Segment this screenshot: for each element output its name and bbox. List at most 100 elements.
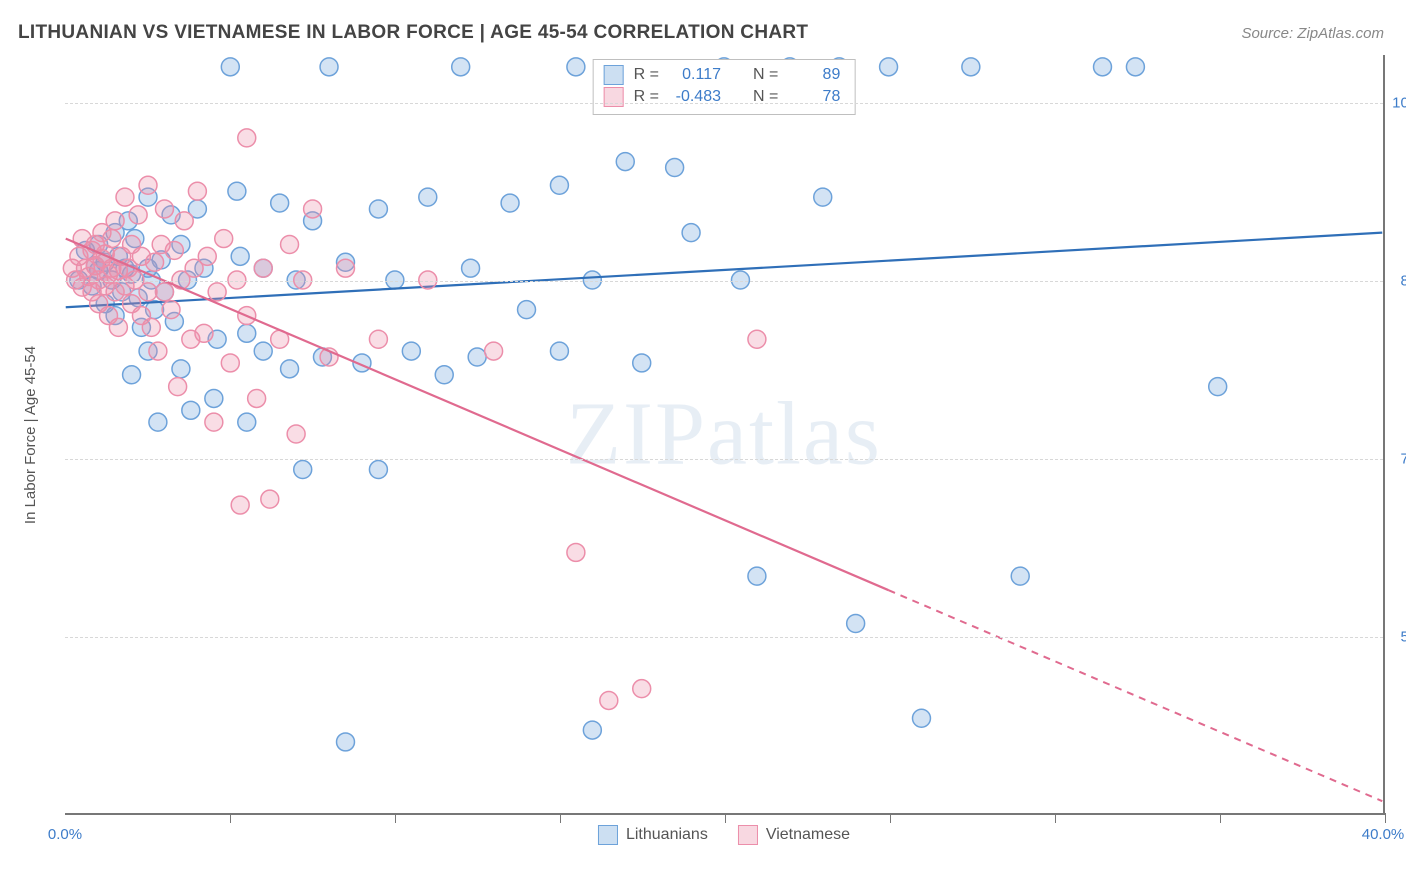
chart-svg [65,55,1383,813]
legend-swatch-0 [604,65,624,85]
plot-area: ZIPatlas R = 0.117 N = 89 R = -0.483 N =… [65,55,1385,815]
data-point [215,230,233,248]
series-legend-item: Vietnamese [738,825,850,845]
x-axis-tick [1385,813,1386,823]
data-point [116,188,134,206]
data-point [435,366,453,384]
data-point [550,176,568,194]
data-point [146,253,164,271]
series-legend-item: Lithuanians [598,825,708,845]
data-point [149,413,167,431]
data-point [281,236,299,254]
data-point [1209,378,1227,396]
data-point [369,461,387,479]
x-axis-label-max: 40.0% [1362,826,1405,843]
data-point [1011,567,1029,585]
chart-title: LITHUANIAN VS VIETNAMESE IN LABOR FORCE … [18,22,808,44]
data-point [304,200,322,218]
data-point [600,692,618,710]
data-point [468,348,486,366]
data-point [518,301,536,319]
y-axis-title: In Labor Force | Age 45-54 [22,346,39,524]
legend-n-1: 78 [788,86,840,108]
data-point [254,342,272,360]
data-point [567,58,585,76]
data-point [814,188,832,206]
data-point [165,241,183,259]
data-point [369,330,387,348]
trend-line-extrapolated [889,590,1383,801]
data-point [156,200,174,218]
data-point [188,182,206,200]
legend-r-label: R = [634,86,659,108]
legend-n-label: N = [753,64,778,86]
data-point [419,188,437,206]
x-axis-tick [560,813,561,823]
data-point [666,159,684,177]
data-point [221,354,239,372]
data-point [287,425,305,443]
data-point [682,224,700,242]
data-point [913,709,931,727]
data-point [567,543,585,561]
data-point [271,194,289,212]
data-point [1126,58,1144,76]
data-point [369,200,387,218]
data-point [182,401,200,419]
data-point [205,413,223,431]
data-point [402,342,420,360]
x-axis-label-min: 0.0% [48,826,82,843]
data-point [550,342,568,360]
y-axis-tick-label: 55.0% [1400,628,1406,645]
data-point [172,360,190,378]
data-point [129,206,147,224]
y-axis-title-wrap: In Labor Force | Age 45-54 [22,257,39,435]
data-point [109,318,127,336]
correlation-legend: R = 0.117 N = 89 R = -0.483 N = 78 [593,59,856,115]
data-point [633,680,651,698]
data-point [195,324,213,342]
x-axis-tick [890,813,891,823]
y-axis-tick-label: 85.0% [1400,272,1406,289]
data-point [281,360,299,378]
legend-r-0: 0.117 [669,64,721,86]
data-point [103,230,121,248]
data-point [261,490,279,508]
data-point [254,259,272,277]
y-axis-tick-label: 100.0% [1392,94,1406,111]
legend-swatch-1 [604,87,624,107]
data-point [139,176,157,194]
x-axis-tick [395,813,396,823]
data-point [205,389,223,407]
x-axis-tick [725,813,726,823]
data-point [748,330,766,348]
data-point [633,354,651,372]
data-point [175,212,193,230]
y-axis-tick-label: 70.0% [1400,450,1406,467]
series-label: Lithuanians [626,826,708,844]
x-axis-tick [1055,813,1056,823]
data-point [123,366,141,384]
data-point [485,342,503,360]
series-swatch [738,825,758,845]
data-point [139,283,157,301]
data-point [501,194,519,212]
data-point [106,212,124,230]
data-point [231,247,249,265]
grid-line [65,637,1383,638]
data-point [462,259,480,277]
data-point [231,496,249,514]
data-point [248,389,266,407]
series-swatch [598,825,618,845]
x-axis-tick [1220,813,1221,823]
data-point [228,182,246,200]
data-point [149,342,167,360]
data-point [294,461,312,479]
data-point [238,413,256,431]
data-point [847,615,865,633]
data-point [169,378,187,396]
legend-n-label: N = [753,86,778,108]
series-label: Vietnamese [766,826,850,844]
legend-row-series-0: R = 0.117 N = 89 [604,64,841,86]
legend-n-0: 89 [788,64,840,86]
